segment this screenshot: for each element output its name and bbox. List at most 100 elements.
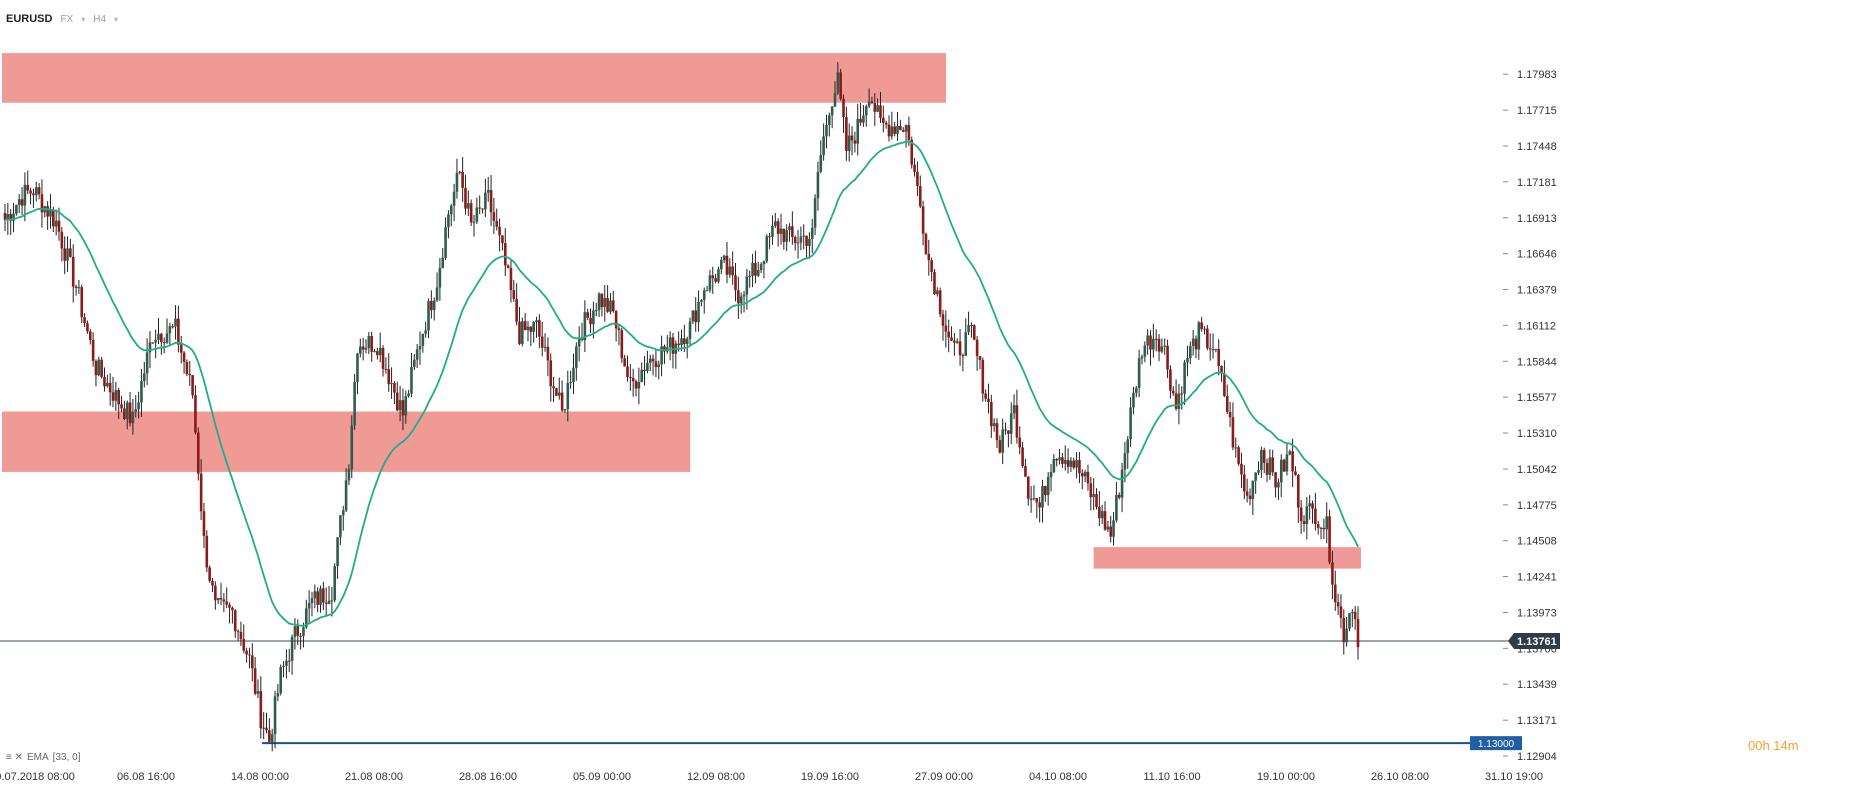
candle-body xyxy=(1288,451,1292,455)
candle-body xyxy=(583,312,587,341)
candle-body xyxy=(344,480,348,511)
candle-body xyxy=(287,660,291,662)
candle-body xyxy=(373,351,376,353)
candle-body xyxy=(1117,494,1121,498)
x-tick-label: 14.08 00:00 xyxy=(231,771,289,783)
candle-body xyxy=(120,404,123,409)
candle-body xyxy=(1143,345,1147,357)
candle-body xyxy=(998,440,1002,453)
candle-body xyxy=(1078,459,1081,474)
candle-body xyxy=(933,272,936,295)
candle-body xyxy=(688,321,692,339)
candle-body xyxy=(660,346,663,365)
candle-body xyxy=(1339,606,1343,618)
candle-body xyxy=(1075,459,1078,468)
supply-demand-zone xyxy=(2,53,947,103)
candle-body xyxy=(847,135,851,151)
candle-body xyxy=(1098,506,1101,519)
candle-body xyxy=(549,360,553,387)
indicator-controls-icon[interactable]: ≡ ✕ xyxy=(6,752,23,763)
candle-body xyxy=(1191,338,1195,346)
candle-body xyxy=(671,337,675,354)
candle-body xyxy=(12,213,15,221)
x-tick-label: 12.09 08:00 xyxy=(687,771,745,783)
candle-body xyxy=(515,298,518,322)
candle-body xyxy=(694,310,698,323)
candle-body xyxy=(1154,338,1158,340)
candle-body xyxy=(765,236,769,262)
candle-body xyxy=(492,212,496,221)
candle-body xyxy=(1214,349,1218,351)
y-tick-label: 1.14508 xyxy=(1517,536,1557,548)
candle-body xyxy=(140,381,143,403)
candle-body xyxy=(978,356,982,360)
candle-body xyxy=(34,187,38,196)
candle-body xyxy=(981,359,985,394)
candle-body xyxy=(890,126,894,137)
candle-body xyxy=(1322,527,1326,530)
x-tick-label: 06.08 16:00 xyxy=(117,771,175,783)
candle-body xyxy=(839,72,842,99)
candle-body xyxy=(1251,480,1255,500)
candle-body xyxy=(1257,470,1260,473)
candle-body xyxy=(268,730,271,742)
x-tick-label: 30.07.2018 08:00 xyxy=(0,771,75,783)
candle-body xyxy=(145,352,149,374)
candle-body xyxy=(489,190,493,213)
candle-body xyxy=(208,567,211,581)
candle-body xyxy=(708,275,712,291)
candle-body xyxy=(1086,471,1090,484)
candle-body xyxy=(569,381,572,384)
candle-body xyxy=(870,101,874,103)
y-tick-label: 1.14241 xyxy=(1517,572,1557,584)
candle-body xyxy=(560,392,564,411)
y-tick-label: 1.17983 xyxy=(1517,69,1557,81)
candle-body xyxy=(1163,345,1167,347)
x-tick-label: 21.08 08:00 xyxy=(345,771,403,783)
candle-body xyxy=(1120,469,1124,498)
timeframe-label[interactable]: H4 xyxy=(93,13,107,25)
candle-body xyxy=(947,331,950,338)
x-tick-label: 28.08 16:00 xyxy=(459,771,517,783)
candle-body xyxy=(782,228,786,242)
candle-body xyxy=(680,338,683,346)
candle-body xyxy=(282,665,285,668)
candle-body xyxy=(447,214,450,228)
candle-body xyxy=(972,325,976,340)
candle-body xyxy=(722,255,726,261)
candle-body xyxy=(185,361,189,375)
candle-body xyxy=(833,93,837,107)
candle-body xyxy=(1103,511,1107,530)
candle-body xyxy=(876,105,879,112)
candle-body xyxy=(523,321,527,331)
x-tick-label: 26.10 08:00 xyxy=(1371,771,1429,783)
candle-body xyxy=(697,301,700,323)
candle-body xyxy=(623,358,626,367)
x-tick-label: 05.09 00:00 xyxy=(573,771,631,783)
candle-body xyxy=(94,361,98,376)
candle-body xyxy=(142,373,146,382)
candle-body xyxy=(936,290,939,295)
chevron-down-icon[interactable]: ▾ xyxy=(81,14,86,24)
symbol-label[interactable]: EURUSD xyxy=(6,13,53,25)
candle-body xyxy=(594,310,598,312)
candle-body xyxy=(97,359,101,376)
candle-body xyxy=(950,337,953,341)
candle-body xyxy=(1126,439,1130,454)
candle-body xyxy=(1009,413,1013,434)
candles-layer xyxy=(3,62,1360,752)
candle-body xyxy=(236,631,240,633)
chevron-down-icon[interactable]: ▾ xyxy=(114,14,119,24)
candle-body xyxy=(322,588,325,603)
candle-body xyxy=(40,194,44,213)
indicator-label[interactable]: ≡ ✕ EMA [33, 0] xyxy=(6,752,80,763)
candle-body xyxy=(1342,617,1346,643)
candle-body xyxy=(1331,562,1334,585)
candle-body xyxy=(1100,511,1104,519)
candle-body xyxy=(1015,405,1019,438)
candle-body xyxy=(316,591,319,605)
candle-body xyxy=(1333,584,1337,603)
candle-body xyxy=(907,125,911,140)
